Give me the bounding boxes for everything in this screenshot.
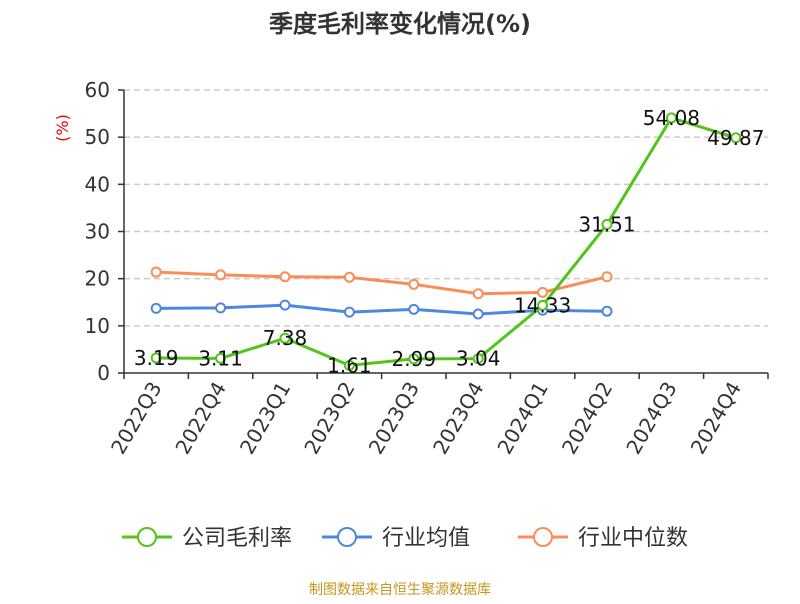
data-point[interactable] — [279, 332, 291, 344]
data-point[interactable] — [343, 306, 355, 318]
data-point[interactable] — [665, 112, 677, 124]
x-tick-label: 2023Q4 — [428, 378, 488, 459]
series-line — [156, 116, 737, 367]
data-point[interactable] — [408, 278, 420, 290]
legend-label: 行业均值 — [382, 526, 470, 551]
data-point[interactable] — [343, 359, 355, 371]
data-point[interactable] — [537, 286, 549, 298]
data-point[interactable] — [150, 302, 162, 314]
data-point[interactable] — [408, 353, 420, 365]
legend-marker-icon — [533, 527, 553, 547]
data-label: 3.11 — [198, 346, 243, 370]
data-label: 14.33 — [514, 293, 571, 317]
data-point[interactable] — [601, 271, 613, 283]
data-point[interactable] — [730, 132, 742, 144]
data-point[interactable] — [537, 299, 549, 311]
data-label: 3.04 — [456, 347, 501, 371]
y-tick-label: 50 — [85, 125, 110, 149]
y-tick-label: 40 — [85, 172, 110, 196]
y-tick-label: 20 — [85, 267, 110, 291]
x-tick-label: 2022Q4 — [170, 378, 230, 459]
y-tick-label: 10 — [85, 314, 110, 338]
x-tick-label: 2024Q1 — [492, 378, 552, 459]
y-tick-label: 60 — [85, 78, 110, 102]
y-tick-label: 30 — [85, 220, 110, 244]
data-point[interactable] — [343, 271, 355, 283]
data-point[interactable] — [472, 353, 484, 365]
x-tick-label: 2024Q4 — [686, 378, 746, 459]
data-point[interactable] — [215, 352, 227, 364]
data-point[interactable] — [215, 302, 227, 314]
data-point[interactable] — [215, 269, 227, 281]
chart-title: 季度毛利率变化情况(%) — [269, 10, 531, 38]
legend-item[interactable]: 行业中位数 — [518, 526, 688, 551]
data-point[interactable] — [472, 288, 484, 300]
data-point[interactable] — [601, 305, 613, 317]
legend-item[interactable]: 公司毛利率 — [122, 526, 292, 551]
data-point[interactable] — [601, 218, 613, 230]
data-label: 54.08 — [643, 106, 700, 130]
data-label: 49.87 — [707, 126, 764, 150]
x-tick-label: 2023Q3 — [364, 378, 424, 459]
x-tick-label: 2024Q2 — [557, 378, 617, 459]
source-note: 制图数据来自恒生聚源数据库 — [309, 582, 491, 598]
data-point[interactable] — [150, 352, 162, 364]
legend-marker-icon — [337, 527, 357, 547]
data-point[interactable] — [408, 303, 420, 315]
legend-marker-icon — [137, 527, 157, 547]
legend-item[interactable]: 行业均值 — [322, 526, 470, 551]
legend-label: 公司毛利率 — [182, 526, 292, 551]
x-tick-label: 2023Q1 — [235, 378, 295, 459]
y-tick-label: 0 — [97, 361, 110, 385]
data-label: 3.19 — [134, 346, 179, 370]
data-label: 1.61 — [327, 353, 372, 377]
x-tick-label: 2023Q2 — [299, 378, 359, 459]
x-tick-label: 2022Q3 — [106, 378, 166, 459]
data-point[interactable] — [279, 271, 291, 283]
series-line — [156, 303, 608, 316]
data-point[interactable] — [472, 308, 484, 320]
legend-label: 行业中位数 — [578, 526, 688, 551]
data-label: 7.38 — [263, 326, 308, 350]
data-point[interactable] — [279, 299, 291, 311]
data-label: 2.99 — [392, 347, 437, 371]
data-label: 31.51 — [578, 212, 635, 236]
y-axis-label: (%) — [53, 114, 72, 142]
series-line — [156, 270, 608, 296]
data-point[interactable] — [150, 266, 162, 278]
x-tick-label: 2024Q3 — [621, 378, 681, 459]
